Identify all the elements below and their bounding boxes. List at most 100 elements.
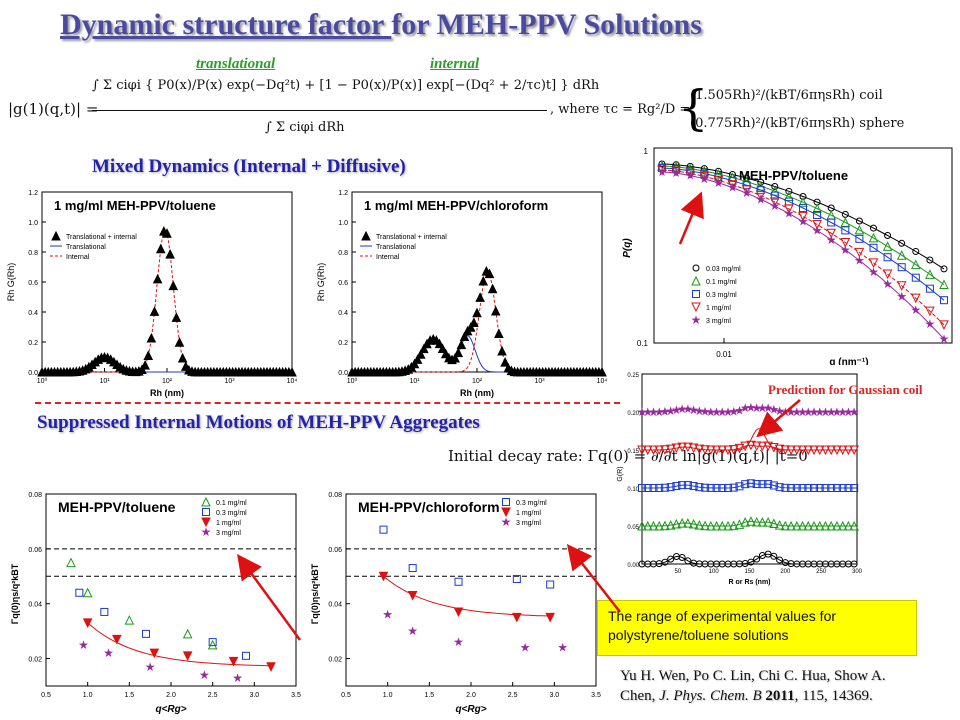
- y-tick-label: 1.2: [28, 190, 38, 197]
- chart-distribution-chloroform: 0.0 0.2 0.4 0.6 0.8 1.0 1.2 10⁰ 10¹ 10² 10³ 10⁴ Rh (…: [316, 190, 607, 398]
- data-point-total: [465, 322, 476, 332]
- y-tick-label: 0.02: [328, 657, 342, 664]
- x-tick-label: 100: [709, 569, 720, 575]
- data-point: [854, 224, 865, 235]
- y-tick-label: 0.04: [328, 602, 342, 609]
- data-point-total: [490, 305, 501, 316]
- y-axis-label: G(R): [617, 466, 624, 481]
- x-tick-label: 200: [780, 569, 791, 575]
- legend-marker: [501, 507, 511, 518]
- section-divider: [35, 402, 620, 404]
- data-point-total: [450, 352, 460, 363]
- x-tick-label: 250: [816, 569, 827, 575]
- legend-label: 1 mg/ml: [706, 305, 731, 312]
- data-point: [378, 571, 389, 582]
- data-point: [840, 217, 851, 227]
- data-point: ★: [407, 624, 418, 638]
- plot-frame: [653, 147, 953, 344]
- page-title-part1: Dynamic structure factor: [60, 8, 392, 41]
- data-point: [799, 193, 807, 201]
- arrow-chloroform: [566, 544, 621, 613]
- x-axis-label: q (nm⁻¹): [829, 357, 868, 365]
- y-tick-label: 0.2: [338, 340, 348, 347]
- citation: Yu H. Wen, Po C. Lin, Chi C. Hua, Show A…: [620, 666, 955, 706]
- legend-marker: [201, 496, 211, 507]
- data-point: [755, 191, 766, 201]
- data-point: [454, 577, 463, 586]
- data-point: [775, 483, 784, 492]
- data-point-total: [456, 339, 467, 350]
- data-point: [266, 662, 276, 672]
- data-point: [855, 217, 863, 225]
- page-title: Dynamic structure factor for MEH-PPV Sol…: [60, 8, 920, 42]
- data-point: [753, 555, 761, 563]
- data-point: [925, 269, 935, 279]
- page-title-part2: for MEH-PPV Solutions: [391, 8, 702, 41]
- data-point: [741, 185, 752, 195]
- equation-sphere: (0.775Rh)²/(kBT/6πηsRh) sphere: [690, 116, 905, 131]
- data-point: [910, 293, 921, 304]
- legend-label: 1 mg/ml: [516, 510, 541, 517]
- x-axis-label: q<Rg>: [455, 704, 486, 715]
- y-tick-label: 0.8: [338, 250, 348, 257]
- data-point-total: [437, 343, 448, 354]
- data-point: [512, 612, 522, 623]
- data-point: [82, 618, 93, 629]
- y-tick-label: 0.8: [28, 250, 38, 257]
- data-point: [896, 281, 907, 291]
- data-point-total: [152, 273, 163, 284]
- citation-line2b: , 115, 14369.: [794, 688, 873, 704]
- data-point: [883, 253, 892, 262]
- x-tick-label: 10¹: [99, 378, 110, 385]
- data-point-total: [412, 354, 423, 364]
- data-point: [689, 482, 698, 491]
- data-point: [769, 197, 780, 208]
- chart-distribution-toluene: 0.0 0.2 0.4 0.6 0.8 1.0 1.2 10⁰ 10¹ 10² 10³ 10⁴ Rh (…: [6, 190, 297, 398]
- data-point: [812, 220, 822, 230]
- data-point: ★: [78, 638, 89, 652]
- data-point: [713, 175, 724, 186]
- y-tick-label: 0.0: [338, 370, 348, 377]
- data-point-total: [171, 312, 182, 322]
- data-point: [545, 612, 555, 623]
- data-point: [512, 575, 521, 584]
- data-point: [939, 279, 949, 290]
- series-fit-line: [661, 163, 945, 270]
- data-point: ★: [145, 660, 156, 674]
- chart-title: MEH-PPV/chloroform: [358, 499, 500, 515]
- y-axis-label: Rh G(Rh): [316, 263, 326, 302]
- data-point-total: [459, 331, 470, 342]
- legend-marker: [201, 517, 211, 528]
- data-point: [747, 558, 755, 566]
- data-point: [546, 580, 555, 589]
- legend-marker: [692, 290, 700, 298]
- data-point-total: [597, 366, 607, 377]
- data-point-total: [497, 345, 507, 356]
- chart-title: 1 mg/ml MEH-PPV/toluene: [54, 198, 216, 213]
- y-tick-label: 0.4: [338, 310, 348, 317]
- equation-coil: (1.505Rh)²/(kBT/6πηsRh) coil: [690, 88, 883, 103]
- data-point: [734, 519, 745, 529]
- data-point-total: [472, 307, 482, 318]
- data-point: [208, 638, 217, 647]
- x-tick-label: 1.0: [383, 692, 393, 699]
- legend-marker-total: [361, 230, 371, 241]
- x-axis-label: Rh (nm): [460, 388, 494, 398]
- legend-marker-total: [51, 230, 61, 241]
- data-point: ★: [103, 646, 114, 660]
- data-point: [769, 518, 779, 528]
- data-point: [672, 482, 681, 491]
- x-tick-label: 2.5: [508, 692, 518, 699]
- data-point-total: [162, 228, 172, 238]
- y-axis-label: P(q): [622, 238, 633, 258]
- chart-gamma-chloroform: 0.02 0.04 0.06 0.08 0.5 1.0 1.5 2.0 2.5 3.0 3.5 q<R…: [310, 492, 601, 715]
- data-point: [82, 587, 93, 598]
- equation-where: , where τc = Rg²/D =: [550, 102, 691, 117]
- data-point: [757, 178, 765, 186]
- x-tick-label: 10³: [534, 378, 545, 385]
- data-point: [734, 443, 745, 454]
- legend-label: Translational + internal: [66, 234, 137, 241]
- y-tick-label: 0.04: [28, 602, 42, 609]
- y-axis-label: Rh G(Rh): [6, 263, 16, 302]
